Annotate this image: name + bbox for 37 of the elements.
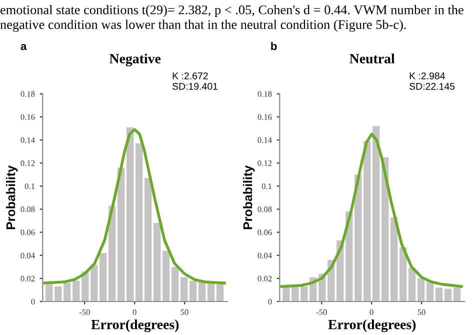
y-tick-label: 0.1 [24, 183, 35, 190]
y-tick-label: 0 [268, 298, 272, 304]
text: b [271, 42, 277, 50]
y-tick-label: 0.1 [262, 183, 272, 190]
y-tick-label: 0.02 [258, 276, 272, 282]
y-tick-label: 0.12 [20, 160, 35, 166]
text: emotional state conditions t(29)= 2.382, p < .05, Cohen's d = 0.44. VWM number in the negative condition was lower than that in the neutral condition (Figure 5b-c). [0, 5, 464, 32]
y-tick-label: 0.12 [258, 160, 272, 166]
chart-title: Neutral [350, 54, 395, 64]
y-tick-label: 0 [31, 298, 35, 304]
text: K :2.984 SD:22.145 [410, 72, 455, 90]
text: a [20, 44, 27, 50]
y-tick-label: 0.06 [20, 230, 35, 236]
y-tick-label: 0.16 [258, 114, 272, 120]
x-tick-label: 0 [370, 309, 374, 316]
y-tick-label: 0.18 [258, 91, 272, 97]
x-tick-label: -50 [79, 309, 90, 316]
x-axis-title: Error(degrees) [328, 319, 416, 332]
y-tick-label: 0.08 [20, 206, 35, 212]
y-tick-label: 0.14 [20, 137, 35, 143]
y-tick-label: 0.16 [20, 114, 35, 120]
x-tick-label: 50 [418, 309, 426, 316]
chart-title: Negative [110, 54, 161, 66]
y-axis-title: Probability [6, 165, 18, 230]
y-tick-label: 0.02 [20, 276, 35, 282]
y-tick-label: 0.08 [258, 206, 272, 212]
y-tick-label: 0.04 [20, 252, 35, 258]
x-axis-title: Error(degrees) [91, 319, 179, 332]
x-tick-label: -50 [316, 309, 327, 316]
y-tick-label: 0.04 [258, 252, 272, 258]
y-axis-title: Probability [243, 165, 255, 230]
y-tick-label: 0.18 [20, 91, 35, 97]
text: K :2.672 SD:19.401 [172, 72, 218, 90]
x-tick-label: 50 [180, 309, 188, 316]
y-tick-label: 0.06 [258, 230, 272, 236]
x-tick-label: 0 [132, 309, 136, 316]
y-tick-label: 0.14 [258, 137, 272, 143]
